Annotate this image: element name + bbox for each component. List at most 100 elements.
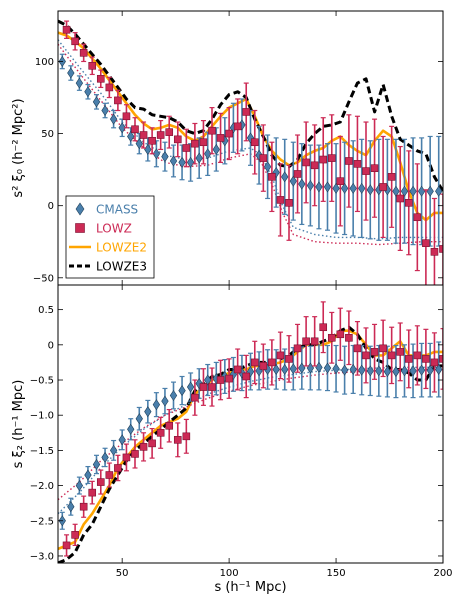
- lowz-point: [285, 355, 293, 363]
- cmass-point: [92, 96, 101, 108]
- panel-bottom: 0.5 0 −0.5 −1.0 −1.5 −2.0 −2.5 −3.0 50 100 150 200 s…: [11, 284, 453, 595]
- lowz-point: [250, 138, 259, 147]
- lowz-point: [148, 439, 156, 448]
- cmass-point: [186, 381, 195, 393]
- cmass-point: [161, 151, 169, 163]
- cmass-point: [281, 363, 289, 376]
- lowz-point: [362, 167, 370, 175]
- lowz-point: [302, 337, 310, 346]
- lowz-point: [439, 245, 443, 253]
- lowz-point: [268, 358, 276, 367]
- cmass-point: [67, 67, 75, 79]
- legend-label-cmass: CMASS: [96, 203, 138, 217]
- lowz-point: [191, 393, 199, 402]
- cmass-point: [349, 363, 357, 376]
- panel-top: 100 50 0 −50 s² ξ₀ (h⁻² Mpc²) CMASS LOWZ LOWZE2…: [11, 10, 444, 286]
- lowz-point: [302, 158, 310, 167]
- x-tick-label: 100: [220, 568, 239, 579]
- lowz-point: [259, 154, 268, 162]
- cmass-point: [289, 175, 297, 187]
- lowz-point: [413, 351, 422, 360]
- lowz-point: [259, 362, 268, 370]
- cmass-point: [340, 364, 349, 376]
- cmass-point: [306, 179, 315, 192]
- lowz-point: [345, 333, 353, 342]
- lowz-point: [370, 348, 379, 356]
- lowz-point: [208, 126, 216, 135]
- cmass-point: [400, 185, 409, 197]
- cmass-point: [392, 185, 400, 197]
- cmass-point: [315, 181, 323, 193]
- cmass-point: [186, 156, 195, 168]
- cmass-point: [417, 364, 426, 376]
- cmass-point: [178, 156, 186, 168]
- cmass-point: [127, 130, 135, 143]
- lowz-point: [319, 155, 328, 164]
- lowz-point: [156, 131, 165, 139]
- lowz-point: [353, 160, 362, 168]
- cmass-point: [109, 444, 118, 456]
- cmass-point: [435, 185, 443, 197]
- cmass-point: [84, 469, 92, 481]
- lowz-point: [293, 170, 302, 178]
- cmass-point: [204, 148, 212, 160]
- lowz-point: [362, 351, 370, 360]
- lowz-point: [422, 239, 430, 247]
- cmass-point: [109, 113, 118, 125]
- cmass-point: [169, 389, 178, 402]
- cmass-point: [101, 451, 109, 463]
- lowz-point: [62, 541, 71, 550]
- cmass-point: [135, 138, 143, 150]
- lowz-point: [233, 365, 242, 374]
- lowz-point: [173, 436, 182, 444]
- x-tick-label: 200: [433, 568, 452, 579]
- lowz-point: [396, 348, 405, 356]
- cmass-point: [263, 161, 272, 173]
- lowz-point: [71, 531, 79, 539]
- lowz-point: [208, 383, 216, 391]
- cmass-point: [178, 385, 186, 397]
- cmass-point: [84, 86, 92, 98]
- x-tick-label: 150: [327, 568, 346, 579]
- cmass-point: [426, 185, 434, 197]
- lowz-point: [285, 199, 293, 207]
- y-tick-label: −2.5: [30, 516, 54, 527]
- lowz-point: [62, 25, 71, 34]
- lowz-point: [250, 358, 259, 367]
- y-tick-label: −1.0: [30, 411, 54, 422]
- lowz-point: [191, 139, 199, 148]
- lowz-point: [293, 344, 302, 353]
- lowz-point: [96, 74, 105, 83]
- lowz-point: [148, 136, 156, 145]
- cmass-point: [417, 185, 426, 197]
- cmass-point: [358, 182, 366, 194]
- lowz-point: [336, 177, 345, 185]
- y-tick-label: −1.5: [30, 446, 54, 457]
- lowz-point: [182, 432, 191, 441]
- cmass-point: [323, 362, 332, 374]
- cmass-point: [195, 152, 203, 164]
- y-tick-label: −3.0: [30, 551, 54, 562]
- cmass-point: [255, 149, 263, 161]
- lowz-point: [122, 112, 131, 121]
- lowz-point: [225, 129, 233, 138]
- lowz-point: [310, 161, 319, 170]
- cmass-point: [75, 480, 84, 492]
- cmass-point: [281, 171, 289, 183]
- cmass-point: [400, 365, 409, 377]
- lowz-point: [105, 83, 114, 92]
- y-tick-label: 100: [35, 57, 54, 68]
- cmass-point: [298, 178, 306, 190]
- y-tick-label: 0: [48, 201, 54, 212]
- cmass-point: [409, 185, 417, 197]
- lowz-point: [379, 344, 387, 353]
- lowz-point: [276, 196, 285, 204]
- lowz-point: [387, 173, 396, 181]
- series-lowze3-line: [58, 19, 443, 193]
- lowz-point: [88, 488, 97, 497]
- cmass-point: [332, 182, 340, 194]
- lowz-point: [182, 144, 191, 152]
- cmass-point: [152, 148, 161, 160]
- lowz-point: [439, 355, 443, 363]
- lowz-point: [165, 421, 174, 430]
